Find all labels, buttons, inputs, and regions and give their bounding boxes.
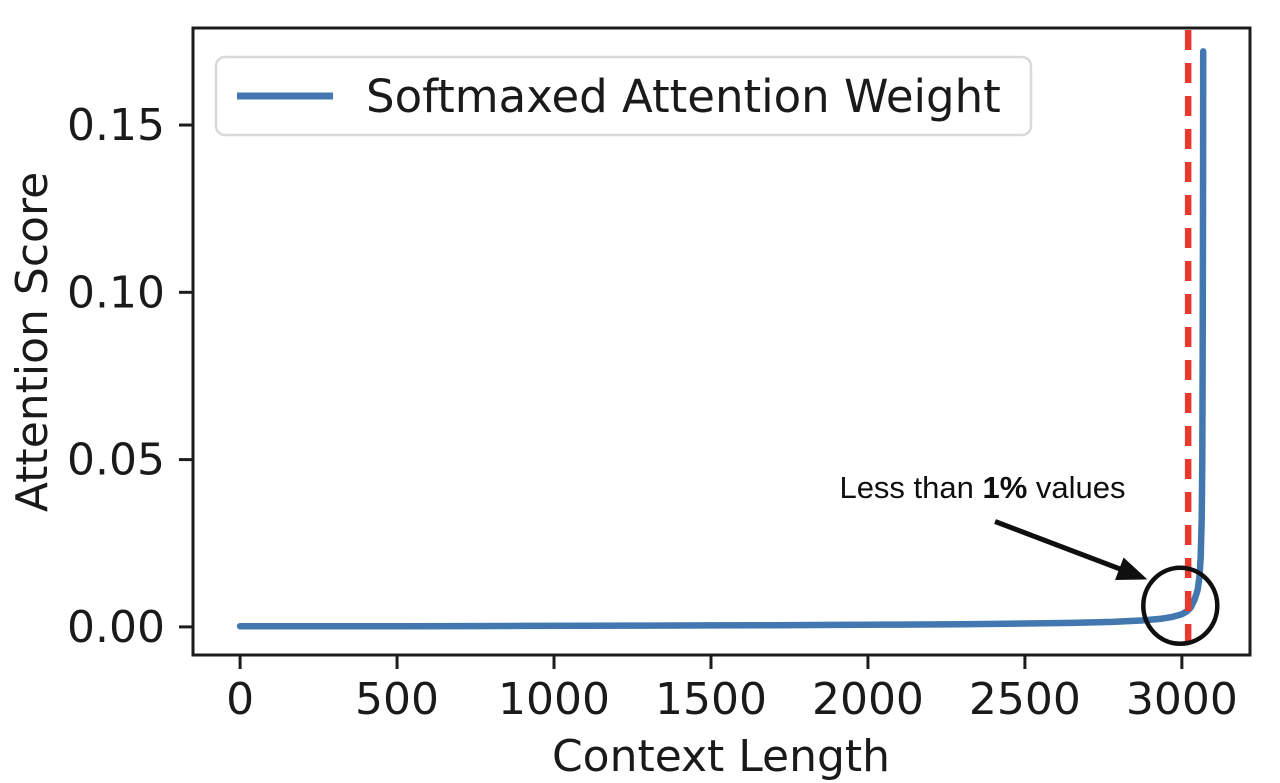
y-axis-title: Attention Score <box>7 172 58 512</box>
y-tick-label: 0.10 <box>67 267 165 318</box>
plot-area-frame <box>191 26 1252 657</box>
attention-curve <box>236 48 1207 630</box>
series-layer <box>236 48 1207 630</box>
annotation-arrow-shaft <box>994 519 1124 573</box>
legend-box <box>214 55 1033 137</box>
annotation-text: Less than 1% values <box>839 470 1125 505</box>
x-tick-label: 0 <box>226 674 254 725</box>
x-tick-label: 500 <box>355 674 439 725</box>
x-tick-label: 2500 <box>969 674 1081 725</box>
annotation-layer: Less than 1% values <box>839 470 1220 647</box>
y-tick-label: 0.00 <box>67 602 165 653</box>
y-axis-ticks: 0.00 0.05 0.10 0.15 <box>67 100 193 653</box>
legend-label: Softmaxed Attention Weight <box>366 70 1001 123</box>
x-tick-label: 2000 <box>812 674 924 725</box>
x-axis-ticks: 0 500 1000 1500 2000 2500 3000 <box>226 655 1238 725</box>
y-tick-label: 0.05 <box>67 435 165 486</box>
x-tick-label: 1500 <box>655 674 767 725</box>
annotation-arrow-head <box>1115 557 1148 580</box>
x-tick-label: 3000 <box>1126 674 1238 725</box>
x-axis-title: Context Length <box>552 731 890 782</box>
legend: Softmaxed Attention Weight <box>214 55 1033 137</box>
x-tick-label: 1000 <box>498 674 610 725</box>
annotation-circle <box>1141 565 1220 647</box>
y-tick-label: 0.15 <box>67 100 165 151</box>
